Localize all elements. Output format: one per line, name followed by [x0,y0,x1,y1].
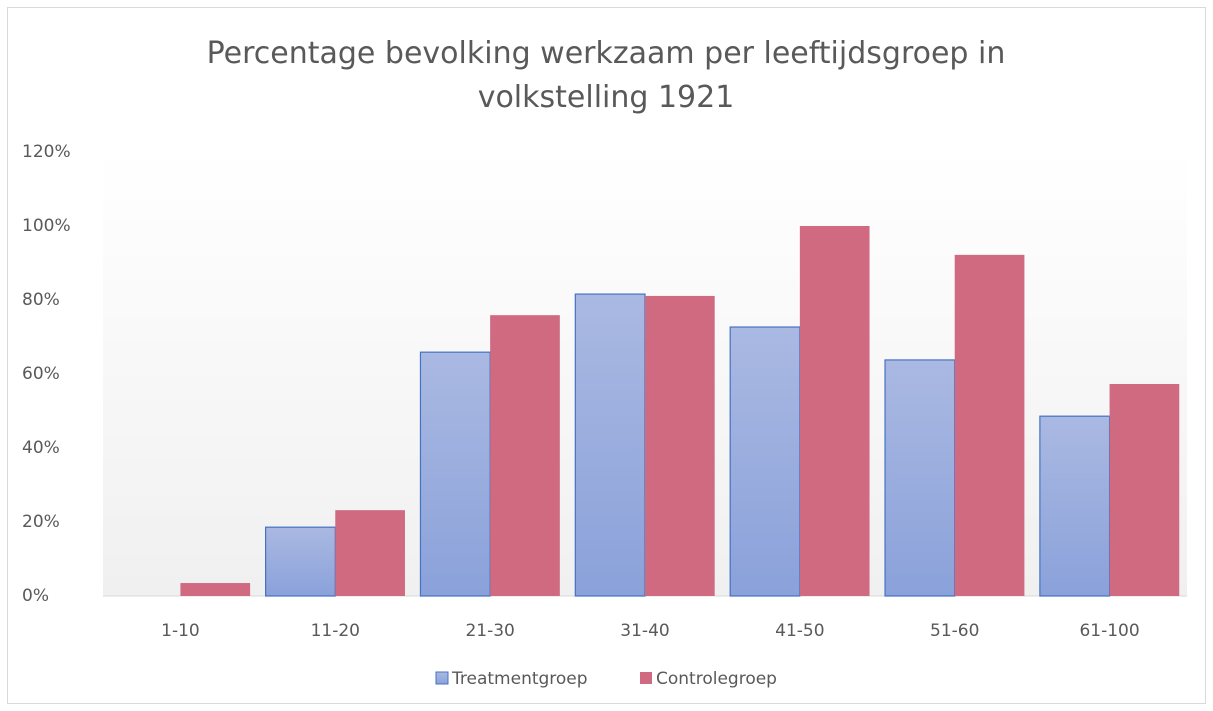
y-tick-label: 20% [22,512,60,532]
x-tick-label: 11-20 [311,621,360,641]
bar [1109,383,1180,596]
x-tick-label: 1-10 [161,621,200,641]
chart-frame [7,7,1206,704]
bar [490,315,560,596]
legend-label: Treatmentgroep [451,669,588,689]
y-tick-label: 120% [22,142,71,162]
bar [729,326,801,597]
bar [884,359,956,597]
bar [574,293,646,597]
y-tick-label: 100% [22,216,71,236]
bar [799,226,870,596]
y-tick-label: 80% [22,290,60,310]
bar [954,254,1025,597]
legend-swatch [640,672,652,684]
x-tick-label: 21-30 [465,621,514,641]
y-tick-label: 60% [22,364,60,384]
legend-swatch [435,671,449,685]
bar [180,583,251,596]
legend-label: Controlegroep [656,669,777,689]
bar [265,526,336,597]
chart-title: Percentage bevolking werkzaam per leefti… [206,36,1006,115]
x-tick-label: 51-60 [930,621,979,641]
bar [335,510,405,596]
x-tick-label: 61-100 [1079,621,1139,641]
x-tick-label: 31-40 [620,621,669,641]
x-tick-label: 41-50 [775,621,824,641]
bar [645,295,715,596]
y-tick-label: 40% [22,438,60,458]
bar [1039,415,1111,597]
y-tick-label: 0% [22,586,49,606]
bar [419,351,491,597]
